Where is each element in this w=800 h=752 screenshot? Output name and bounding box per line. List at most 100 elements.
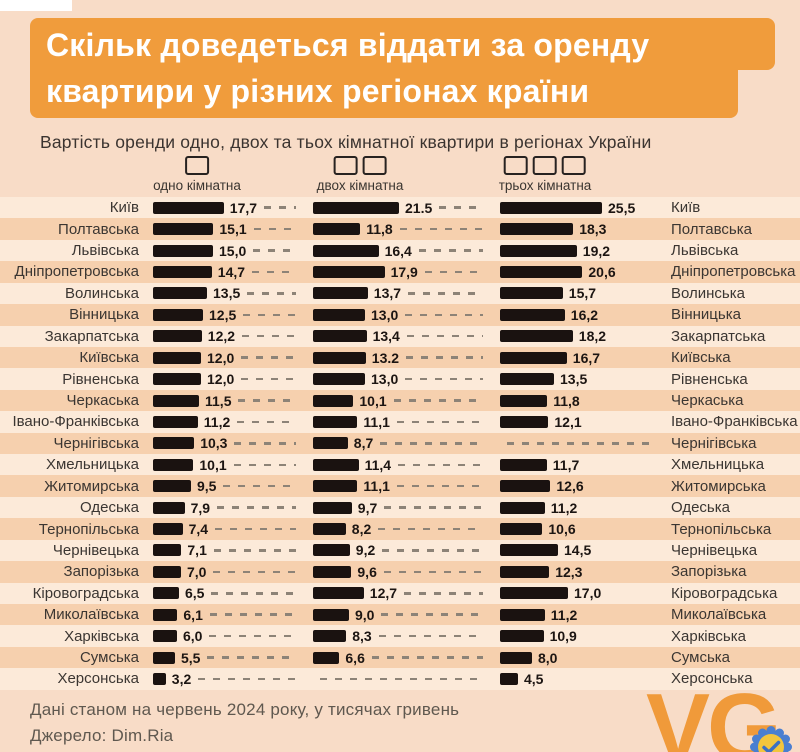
bar-zone: 5,5 <box>146 650 306 666</box>
region-label-right: Івано-Франківська <box>671 413 798 431</box>
chart-legend: одно кімнатна двох кімнатна трьох кімнат… <box>0 156 800 196</box>
value-label: 8,2 <box>351 521 372 538</box>
value-bar <box>500 480 551 493</box>
table-row: Дніпропетровська 14,7 17,9 20,6 Дніпропетров… <box>0 261 800 283</box>
value-label: 20,6 <box>588 263 616 280</box>
value-label: 5,5 <box>181 649 201 666</box>
value-label: 10,9 <box>549 628 577 645</box>
value-bar <box>313 308 365 321</box>
table-row: Івано-Франківська 11,2 11,1 12,1 Івано-Франк… <box>0 411 800 433</box>
value-bar <box>153 415 198 428</box>
region-label-right: Дніпропетровська <box>671 263 796 281</box>
bar-zone: 11,8 <box>493 393 663 409</box>
value-bar <box>313 394 354 407</box>
checkbox-square-icon <box>562 156 586 175</box>
dashed-leader-line <box>383 570 483 574</box>
value-bar <box>313 587 364 600</box>
value-bar <box>500 630 544 643</box>
dashed-leader-line <box>207 656 296 659</box>
value-bar <box>153 287 207 300</box>
region-label-right: Житомирська <box>671 477 766 495</box>
value-bar <box>153 544 182 557</box>
bar-zone: 8,7 <box>306 435 493 451</box>
value-label: 11,2 <box>550 499 578 516</box>
dashed-leader-line <box>213 549 296 552</box>
value-label: 6,5 <box>185 585 205 602</box>
bar-zone: 10,1 <box>306 393 493 409</box>
value-label: 13,5 <box>560 371 588 388</box>
value-label: 7,4 <box>188 521 209 538</box>
value-bar <box>500 308 565 321</box>
bar-zone: 14,5 <box>493 542 663 558</box>
legend-three-room-boxes <box>504 156 586 175</box>
chart-subtitle: Вартість оренди одно, двох та тьох кімна… <box>40 132 652 152</box>
dashed-leader-line <box>253 227 296 231</box>
bar-zone: 18,2 <box>493 328 663 344</box>
value-label: 10,1 <box>359 392 387 409</box>
dashed-leader-line <box>405 377 483 381</box>
value-label: 9,0 <box>355 606 375 623</box>
table-row: Сумська 5,5 6,6 8,0 Сумська <box>0 646 800 669</box>
value-bar <box>153 244 213 257</box>
value-label: 12,2 <box>207 328 236 345</box>
region-label-left: Запорізька <box>63 563 139 581</box>
value-bar <box>313 565 352 578</box>
dashed-leader-line <box>382 549 483 552</box>
value-bar <box>153 394 199 407</box>
dashed-leader-line <box>384 506 483 509</box>
table-row: Одеська 7,9 9,7 11,2 Одеська <box>0 496 800 519</box>
value-bar <box>313 351 366 364</box>
bar-zone: 11,7 <box>493 457 663 473</box>
legend-three-room: трьох кімнатна <box>499 156 591 193</box>
region-label-right: Полтавська <box>671 220 752 238</box>
bar-zone: 9,5 <box>146 478 306 494</box>
value-label: 12,0 <box>207 371 235 388</box>
dashed-leader-line <box>399 227 483 231</box>
value-label: 11,8 <box>366 221 393 238</box>
value-bar <box>153 351 201 364</box>
table-row: Львівська 15,0 16,4 19,2 Львівська <box>0 239 800 262</box>
header-banner-bottom-block <box>30 70 738 118</box>
value-bar <box>153 565 181 578</box>
checkbox-square-icon <box>362 156 387 175</box>
region-label-right: Київська <box>671 349 731 367</box>
region-label-right: Чернігівська <box>671 434 757 452</box>
value-bar <box>500 265 583 278</box>
checkbox-square-icon <box>504 156 528 175</box>
table-row: Закарпатська 12,2 13,4 18,2 Закарпатська <box>0 325 800 347</box>
bar-zone: 18,3 <box>493 221 663 237</box>
region-label-left: Полтавська <box>58 220 139 238</box>
dashed-leader-line <box>408 292 483 295</box>
bar-zone: 12,0 <box>146 371 306 387</box>
value-label: 11,1 <box>363 478 390 495</box>
value-bar <box>153 330 202 343</box>
value-bar <box>500 244 577 257</box>
region-label-left: Чернігівська <box>53 434 139 452</box>
value-label: 25,5 <box>608 199 636 216</box>
value-label: 9,6 <box>357 563 377 580</box>
dashed-leader-line <box>223 484 296 488</box>
dashed-leader-line <box>215 527 296 531</box>
value-label: 10,3 <box>200 435 228 452</box>
legend-one-room-boxes <box>185 156 209 175</box>
value-label: 16,2 <box>570 306 599 323</box>
dashed-leader-line <box>378 634 483 638</box>
value-label: 6,1 <box>183 606 203 623</box>
checkbox-square-icon <box>333 156 358 175</box>
value-bar <box>313 480 358 493</box>
value-bar <box>500 351 567 364</box>
value-bar <box>313 458 359 471</box>
bar-zone: 16,2 <box>493 307 663 323</box>
bar-zone: 20,6 <box>493 264 663 280</box>
value-bar <box>313 201 399 214</box>
dashed-leader-line <box>404 592 483 595</box>
bar-zone: 16,7 <box>493 350 663 366</box>
value-label: 8,7 <box>353 435 374 452</box>
dashed-leader-line <box>406 356 483 359</box>
dashed-leader-line <box>252 270 296 274</box>
region-label-right: Сумська <box>671 649 731 667</box>
value-bar <box>153 630 177 643</box>
value-bar <box>153 373 201 386</box>
dashed-leader-line <box>396 420 483 424</box>
